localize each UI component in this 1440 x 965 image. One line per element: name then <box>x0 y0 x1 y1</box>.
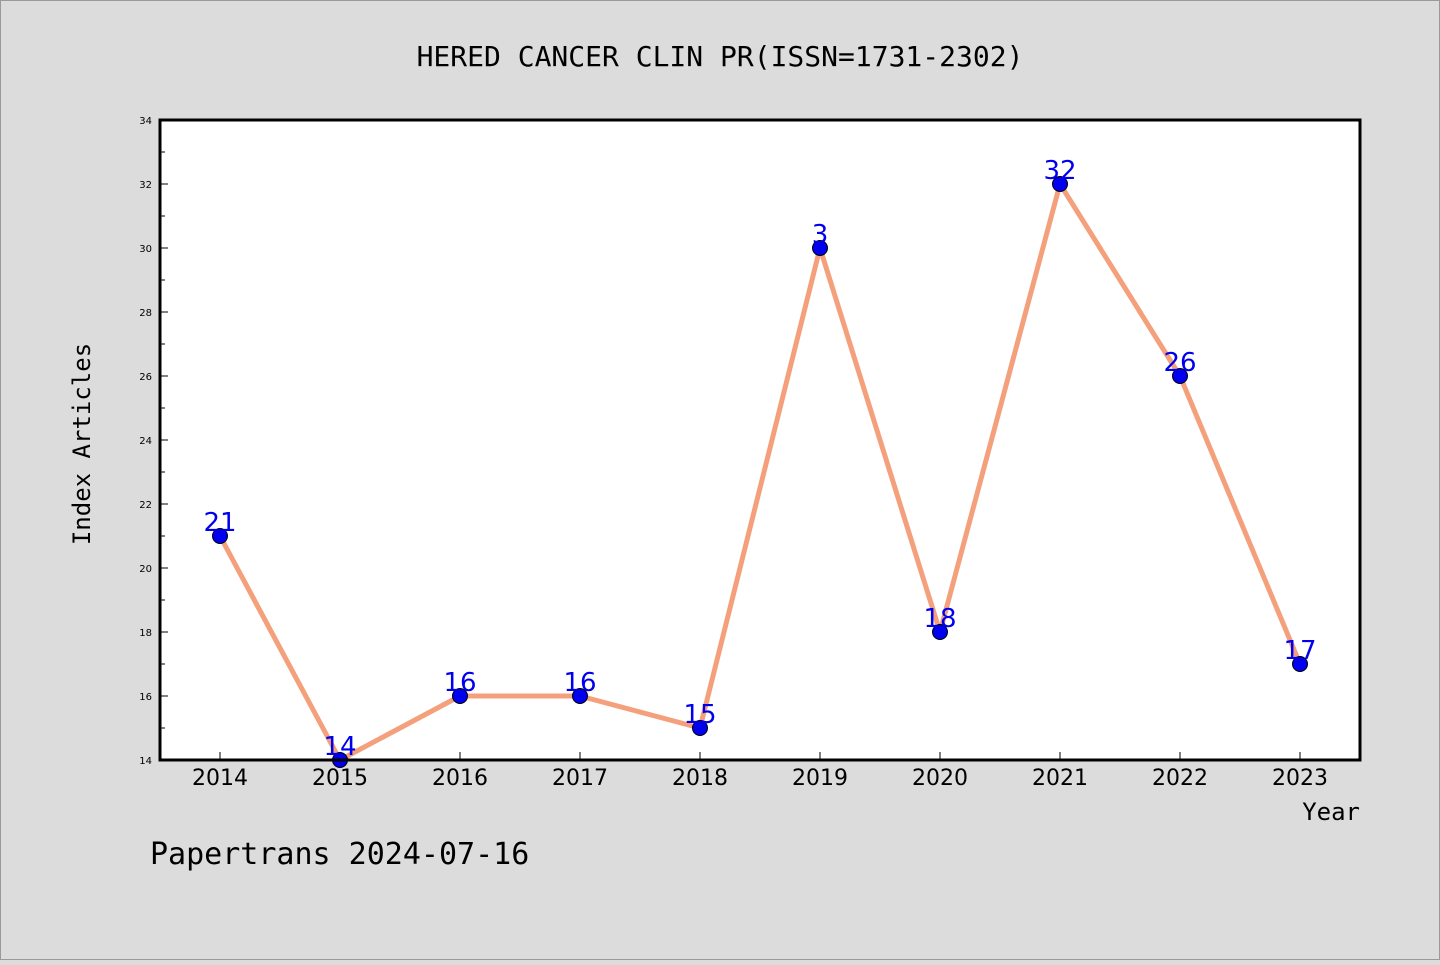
data-labels-group: 21 14 16 16 15 3 18 32 26 17 <box>203 156 1316 762</box>
data-point <box>572 688 588 704</box>
data-markers-group <box>212 176 1308 768</box>
data-label: 26 <box>1163 348 1196 378</box>
x-tick-label: 2019 <box>792 766 848 791</box>
data-point <box>1172 368 1188 384</box>
data-label: 32 <box>1043 156 1076 186</box>
y-tick-label: 26 <box>139 372 152 383</box>
data-point <box>1052 176 1068 192</box>
data-point <box>812 240 828 256</box>
y-tick-label: 32 <box>139 180 152 191</box>
y-tick-label: 16 <box>139 692 152 703</box>
x-tick-label: 2015 <box>312 766 368 791</box>
data-point <box>932 624 948 640</box>
y-tick-label: 34 <box>139 116 152 127</box>
data-label: 21 <box>203 508 236 538</box>
x-tick-label: 2020 <box>912 766 968 791</box>
y-axis-label: Index Articles <box>68 343 96 545</box>
x-tick-label: 2023 <box>1272 766 1328 791</box>
y-tick-label: 28 <box>139 308 152 319</box>
y-tick-label: 18 <box>139 628 152 639</box>
data-label: 16 <box>563 668 596 698</box>
x-tick-label: 2022 <box>1152 766 1208 791</box>
plot-frame <box>158 118 1362 762</box>
x-tick-label: 2016 <box>432 766 488 791</box>
chart-title: HERED CANCER CLIN PR(ISSN=1731-2302) <box>417 40 1024 73</box>
data-label: 14 <box>323 732 356 762</box>
x-tick-label: 2014 <box>192 766 248 791</box>
x-axis: 2014 2015 2016 2017 2018 2019 2020 2021 2022 2023 <box>192 752 1328 791</box>
data-label: 15 <box>683 700 716 730</box>
data-point <box>452 688 468 704</box>
series-line-group <box>217 181 1303 763</box>
y-tick-label: 24 <box>139 436 152 447</box>
y-tick-label: 14 <box>139 756 152 767</box>
footer-credit: Papertrans 2024-07-16 <box>150 837 529 872</box>
data-label: 3 <box>812 220 829 250</box>
x-axis-label: Year <box>1302 798 1360 826</box>
plot-area <box>160 120 1360 760</box>
data-label: 16 <box>443 668 476 698</box>
y-tick-label: 30 <box>139 244 152 255</box>
y-tick-label: 22 <box>139 500 152 511</box>
data-label: 17 <box>1283 636 1316 666</box>
data-label: 18 <box>923 604 956 634</box>
x-tick-label: 2017 <box>552 766 608 791</box>
x-tick-label: 2018 <box>672 766 728 791</box>
data-point <box>212 528 228 544</box>
series-line <box>217 181 1303 763</box>
x-tick-label: 2021 <box>1032 766 1088 791</box>
data-point <box>1292 656 1308 672</box>
y-tick-label: 20 <box>139 564 152 575</box>
data-point <box>692 720 708 736</box>
